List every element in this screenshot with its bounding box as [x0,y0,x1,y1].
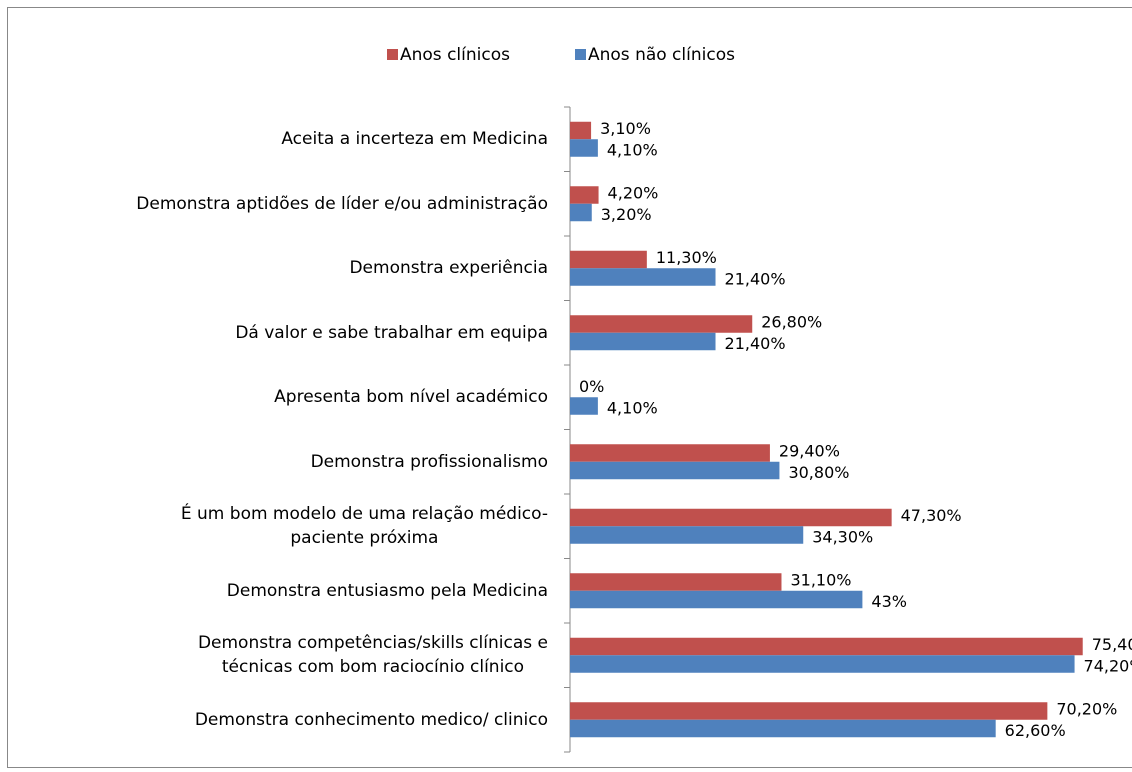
value-label: 4,10% [607,399,658,418]
category-label: É um bom modelo de uma relação médico- p… [180,504,548,549]
bar [570,573,782,591]
legend-swatch [575,49,586,60]
value-label: 3,10% [600,119,651,138]
legend-label: Anos não clínicos [588,45,735,65]
value-label: 4,20% [608,184,659,203]
category-label: Demonstra entusiasmo pela Medicina [226,580,548,601]
bar [570,203,592,222]
value-label: 34,30% [812,528,873,547]
value-label: 75,40% [1092,635,1132,654]
value-label: 29,40% [779,442,840,461]
category-label: Dá valor e sabe trabalhar em equipa [235,322,548,343]
legend-swatch [387,49,398,60]
value-label: 0% [579,377,604,396]
chart-border [7,7,1132,768]
bar [570,121,592,140]
value-label: 21,40% [725,270,786,289]
category-label: Apresenta bom nível académico [274,387,548,408]
category-label: Aceita a incerteza em Medicina [281,129,548,150]
bar [570,719,996,738]
bar [570,186,599,204]
value-label: 4,10% [607,141,658,160]
category-label: Demonstra competências/skills clínicas e… [197,633,548,678]
value-label: 31,10% [790,571,851,590]
value-label: 70,20% [1056,700,1117,719]
bar [570,139,598,157]
category-label: Demonstra profissionalismo [310,451,548,472]
bar [570,590,863,609]
value-label: 62,60% [1005,721,1066,740]
legend-label: Anos clínicos [400,45,510,65]
category-label: Demonstra conhecimento medico/ clinico [194,709,548,730]
bar [570,444,770,462]
bar [570,332,716,351]
bar [570,315,753,333]
bar [570,397,598,415]
bar [570,637,1083,656]
category-label: Demonstra aptidões de líder e/ou adminis… [136,193,548,214]
value-label: 11,30% [656,248,717,267]
bar [570,702,1048,720]
value-label: 47,30% [901,506,962,525]
value-label: 74,20% [1084,657,1132,676]
bar [570,508,892,527]
bar [570,526,804,544]
value-label: 30,80% [788,463,849,482]
value-label: 3,20% [601,205,652,224]
bar [570,655,1075,673]
bar [570,461,780,480]
category-label: Demonstra experiência [349,258,548,279]
value-label: 21,40% [725,334,786,353]
value-label: 43% [871,592,907,611]
bar [570,250,647,269]
value-label: 26,80% [761,313,822,332]
bar [570,268,716,286]
